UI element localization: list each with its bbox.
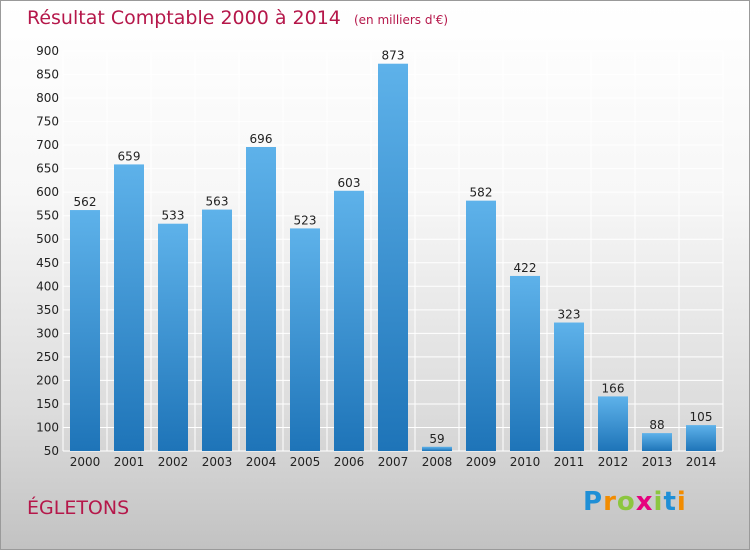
- bar-value-label: 563: [206, 195, 229, 209]
- y-tick-label: 900: [36, 44, 59, 58]
- x-tick-label: 2006: [334, 455, 365, 469]
- chart-title-block: Résultat Comptable 2000 à 2014 (en milli…: [27, 7, 448, 29]
- logo-letter: r: [603, 487, 617, 517]
- x-tick-label: 2009: [466, 455, 497, 469]
- bar-2012: [598, 396, 628, 451]
- bars: 562 659 533 563 696 523 603 873 59 582 422 323 166 88…: [70, 49, 716, 452]
- x-tick-label: 2000: [70, 455, 101, 469]
- bar-value-label: 562: [74, 195, 97, 209]
- y-tick-label: 850: [36, 68, 59, 82]
- y-tick-label: 750: [36, 115, 59, 129]
- x-tick-label: 2005: [290, 455, 321, 469]
- y-tick-label: 450: [36, 256, 59, 270]
- bar-value-label: 523: [294, 213, 317, 227]
- x-axis: 2000 2001 2002 2003 2004 2005 2006 2007 2008 2009…: [70, 455, 717, 469]
- chart-title: Résultat Comptable 2000 à 2014: [27, 7, 341, 29]
- proxiti-logo: Proxiti: [583, 487, 687, 517]
- x-tick-label: 2012: [598, 455, 629, 469]
- bar-2007: [378, 63, 408, 452]
- logo-letter: x: [635, 487, 654, 517]
- x-tick-label: 2001: [114, 455, 145, 469]
- y-tick-label: 300: [36, 326, 59, 340]
- y-tick-label: 350: [36, 303, 59, 317]
- bar-value-label: 59: [429, 432, 444, 446]
- x-tick-label: 2014: [686, 455, 717, 469]
- x-tick-label: 2011: [554, 455, 585, 469]
- bar-2008: [422, 446, 452, 451]
- bar-value-label: 88: [649, 418, 664, 432]
- bar-value-label: 422: [514, 261, 537, 275]
- bar-2002: [158, 223, 188, 451]
- x-tick-label: 2002: [158, 455, 189, 469]
- y-tick-label: 500: [36, 232, 59, 246]
- bar-2011: [554, 322, 584, 451]
- bar-2003: [202, 209, 232, 451]
- y-tick-label: 250: [36, 350, 59, 364]
- bar-2000: [70, 210, 100, 451]
- commune-name: ÉGLETONS: [27, 497, 130, 519]
- bar-value-label: 873: [382, 49, 405, 63]
- y-tick-label: 400: [36, 279, 59, 293]
- y-tick-label: 600: [36, 185, 59, 199]
- bar-value-label: 166: [602, 381, 625, 395]
- y-tick-label: 700: [36, 138, 59, 152]
- bar-2004: [246, 147, 276, 451]
- y-tick-label: 650: [36, 162, 59, 176]
- bar-2013: [642, 433, 672, 451]
- bar-value-label: 603: [338, 176, 361, 190]
- bar-2006: [334, 190, 364, 451]
- bar-value-label: 105: [690, 410, 713, 424]
- logo-letter: i: [676, 487, 687, 517]
- y-tick-label: 200: [36, 373, 59, 387]
- bar-value-label: 659: [118, 149, 141, 163]
- y-tick-label: 50: [44, 444, 59, 458]
- x-tick-label: 2003: [202, 455, 233, 469]
- x-tick-label: 2007: [378, 455, 409, 469]
- y-tick-label: 550: [36, 209, 59, 223]
- logo-letter: t: [663, 487, 677, 517]
- bar-2010: [510, 275, 540, 451]
- logo-letter: P: [583, 487, 604, 517]
- bar-2009: [466, 200, 496, 451]
- x-tick-label: 2008: [422, 455, 453, 469]
- bar-2001: [114, 164, 144, 452]
- logo-letter: o: [616, 487, 636, 517]
- bar-2005: [290, 228, 320, 451]
- chart-unit-note: (en milliers d'€): [353, 13, 449, 27]
- bar-2014: [686, 425, 716, 451]
- y-tick-label: 100: [36, 420, 59, 434]
- x-tick-label: 2004: [246, 455, 277, 469]
- y-axis: 50 100 150 200 250 300 350 400 450 500 550 600 650 70…: [36, 44, 59, 458]
- bar-value-label: 533: [162, 209, 185, 223]
- y-tick-label: 800: [36, 91, 59, 105]
- logo-letter: i: [653, 487, 664, 517]
- x-tick-label: 2013: [642, 455, 673, 469]
- bar-value-label: 323: [558, 308, 581, 322]
- y-tick-label: 150: [36, 397, 59, 411]
- x-tick-label: 2010: [510, 455, 541, 469]
- bar-value-label: 696: [250, 132, 273, 146]
- bar-value-label: 582: [470, 186, 493, 200]
